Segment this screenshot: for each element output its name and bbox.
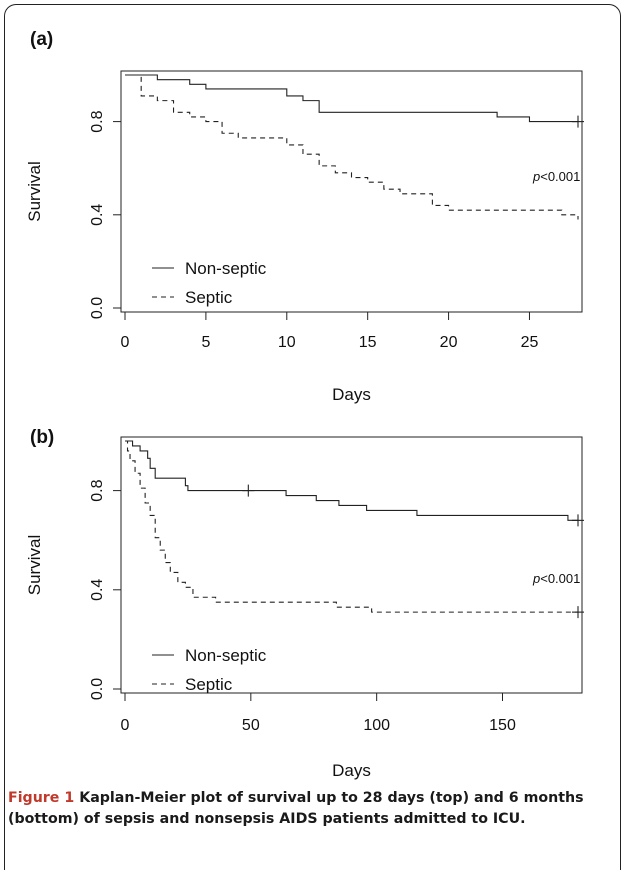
caption-label: Figure 1 [8,790,75,806]
panel-a-xtick-label: 15 [359,334,377,351]
panel-b-legend-label-non-septic: Non-septic [185,646,267,665]
figure-frame [4,4,621,870]
panel-a-p-value: p<0.001 [532,169,580,184]
panel-b-series-septic-line [125,440,578,613]
panel-a-xtick-label: 5 [201,334,210,351]
panel-b-ytick-label: 0.0 [89,678,106,700]
panel-a-legend-label-septic: Septic [185,288,233,307]
panel-a-xtick-label: 20 [440,334,458,351]
panel-b-xtick-label: 100 [363,717,390,734]
figure-caption: Figure 1 Kaplan-Meier plot of survival u… [8,788,613,830]
panel-a-y-axis-title: Survival [25,161,44,221]
panel-b-y-axis-title: Survival [25,535,44,595]
panel-b-plot-frame [120,436,583,694]
panel-a-xtick-label: 0 [121,334,130,351]
panel-a-series-septic-line [125,74,579,220]
panel-b-xtick-label: 0 [121,717,130,734]
panel-b-xtick-label: 50 [242,717,260,734]
panel-b-p-value: p<0.001 [532,571,580,586]
panel-a-xtick-label: 10 [278,334,296,351]
panel-b-x-axis-title: Days [332,761,371,780]
panel-a-label: (a) [30,29,53,50]
panel-b-ytick-label: 0.4 [89,579,106,601]
panel-a-ytick-label: 0.0 [89,297,106,319]
panel-a-xtick-label: 25 [521,334,539,351]
panel-a-ytick-label: 0.4 [89,204,106,226]
panel-a-plot-frame [120,70,583,313]
panel-b-label: (b) [30,427,54,448]
panel-b-legend-label-septic: Septic [185,675,233,694]
panel-a-ytick-label: 0.8 [89,110,106,132]
panel-a-series-non-septic-line [125,74,578,123]
panel-b-series-non-septic-line [125,440,578,521]
panel-a-legend-label-non-septic: Non-septic [185,259,267,278]
panel-a-x-axis-title: Days [332,385,371,404]
panel-b-ytick-label: 0.8 [89,479,106,501]
figure-chart: (a) 0 5 10 15 20 25 0.0 0.4 0.8 Survival Days p<0.00… [25,29,584,780]
panel-b-xtick-label: 150 [489,717,516,734]
caption-text: Kaplan-Meier plot of survival up to 28 d… [8,790,584,827]
